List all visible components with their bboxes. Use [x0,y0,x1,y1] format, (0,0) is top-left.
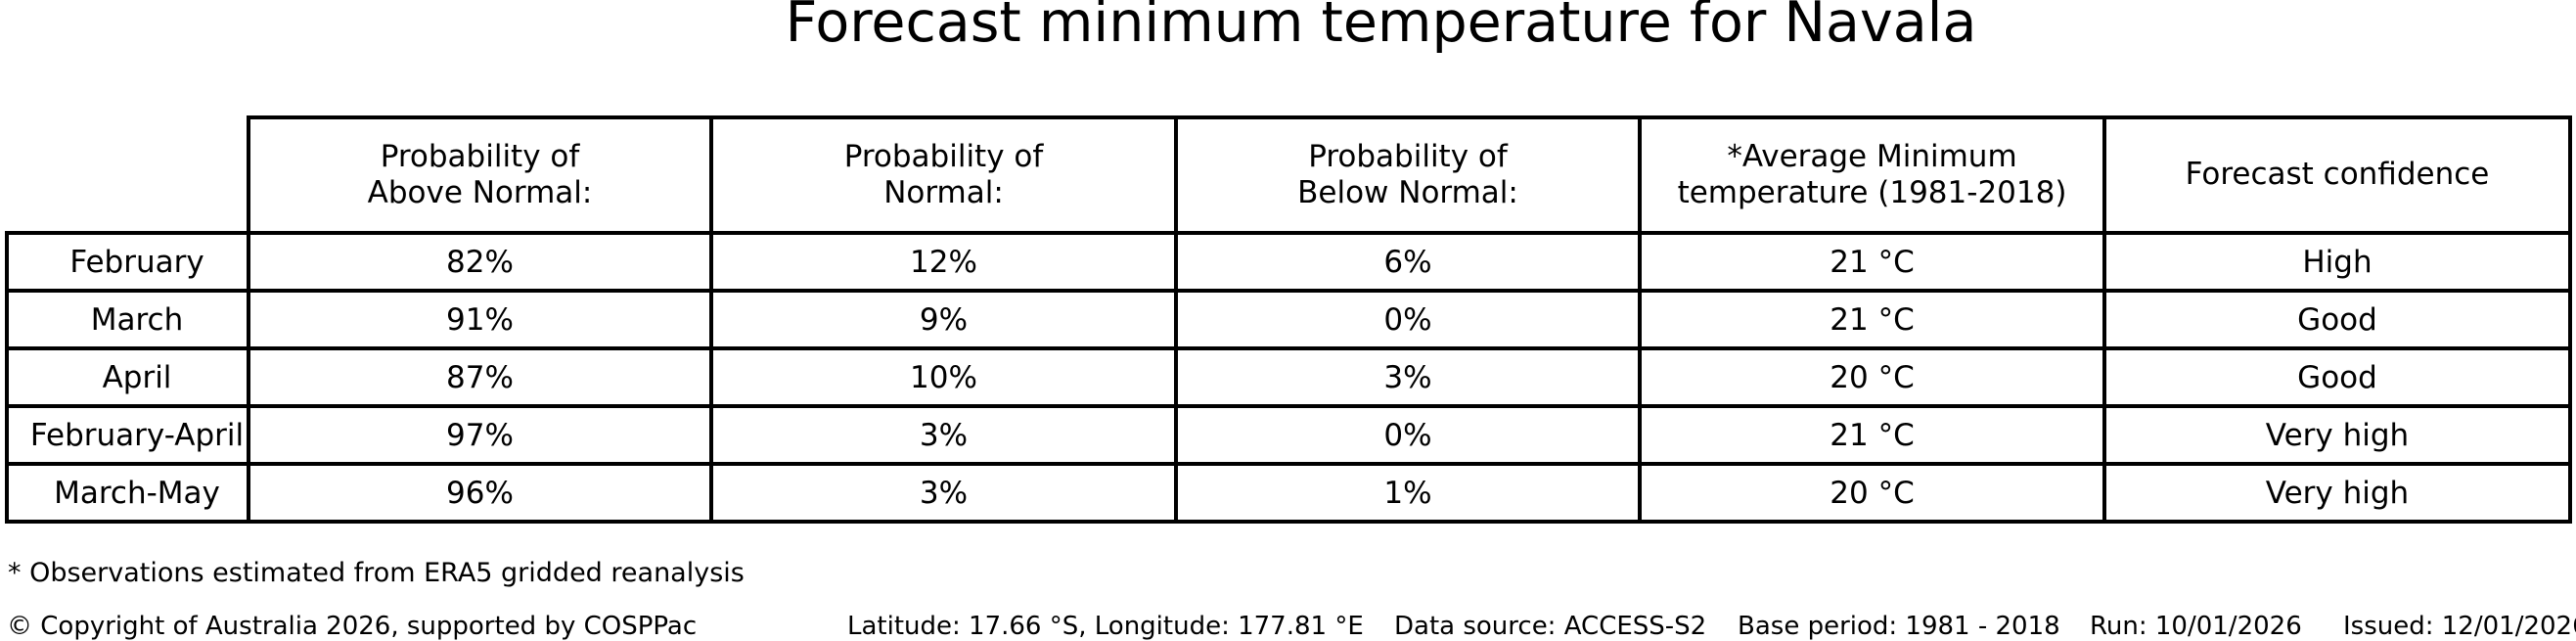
prob-above-cell: 82% [247,231,713,293]
page-title: Forecast minimum temperature for Navala [785,0,1977,55]
prob-normal-cell: 3% [709,404,1178,466]
observations-footnote: * Observations estimated from ERA5 gridd… [8,558,745,588]
prob-normal-cell: 3% [709,462,1178,524]
prob-below-cell: 0% [1174,289,1642,350]
period-cell: March [5,289,250,350]
prob-normal-cell: 12% [709,231,1178,293]
table-row: February-April 97% 3% 0% 21 °C Very high [5,404,2572,466]
prob-below-cell: 6% [1174,231,1642,293]
lat-long-text: Latitude: 17.66 °S, Longitude: 177.81 °E [847,612,1364,641]
table-header-row: Probability of Above Normal: Probability… [7,115,2572,235]
prob-below-cell: 1% [1174,462,1642,524]
prob-normal-cell: 9% [709,289,1178,350]
prob-above-cell: 91% [247,289,713,350]
prob-below-cell: 0% [1174,404,1642,466]
col-header-prob-normal: Probability of Normal: [709,115,1178,235]
period-cell: February [5,231,250,293]
data-source-text: Data source: ACCESS-S2 [1394,612,1707,641]
confidence-cell: Good [2102,289,2572,350]
table-row: April 87% 10% 3% 20 °C Good [5,346,2572,408]
prob-normal-cell: 10% [709,346,1178,408]
prob-above-cell: 87% [247,346,713,408]
table-row: March-May 96% 3% 1% 20 °C Very high [5,462,2572,524]
col-header-forecast-confidence: Forecast confidence [2102,115,2572,235]
period-cell: February-April [5,404,250,466]
confidence-cell: Very high [2102,404,2572,466]
period-cell: April [5,346,250,408]
confidence-cell: Good [2102,346,2572,408]
avg-min-temp-cell: 21 °C [1638,231,2106,293]
prob-above-cell: 96% [247,462,713,524]
confidence-cell: Very high [2102,462,2572,524]
prob-above-cell: 97% [247,404,713,466]
copyright-text: © Copyright of Australia 2026, supported… [7,612,698,641]
base-period-text: Base period: 1981 - 2018 [1738,612,2060,641]
avg-min-temp-cell: 20 °C [1638,462,2106,524]
table-row: March 91% 9% 0% 21 °C Good [5,289,2572,350]
confidence-cell: High [2102,231,2572,293]
avg-min-temp-cell: 21 °C [1638,289,2106,350]
forecast-table: Probability of Above Normal: Probability… [5,115,2572,524]
prob-below-cell: 3% [1174,346,1642,408]
col-header-avg-min-temp: *Average Minimum temperature (1981-2018) [1638,115,2106,235]
run-date-text: Run: 10/01/2026 [2090,612,2302,641]
avg-min-temp-cell: 21 °C [1638,404,2106,466]
table-row: February 82% 12% 6% 21 °C High [5,231,2572,293]
col-header-prob-below: Probability of Below Normal: [1174,115,1642,235]
avg-min-temp-cell: 20 °C [1638,346,2106,408]
corner-cell [7,117,249,233]
period-cell: March-May [5,462,250,524]
issued-date-text: Issued: 12/01/2026 [2343,612,2576,641]
col-header-prob-above: Probability of Above Normal: [247,115,713,235]
